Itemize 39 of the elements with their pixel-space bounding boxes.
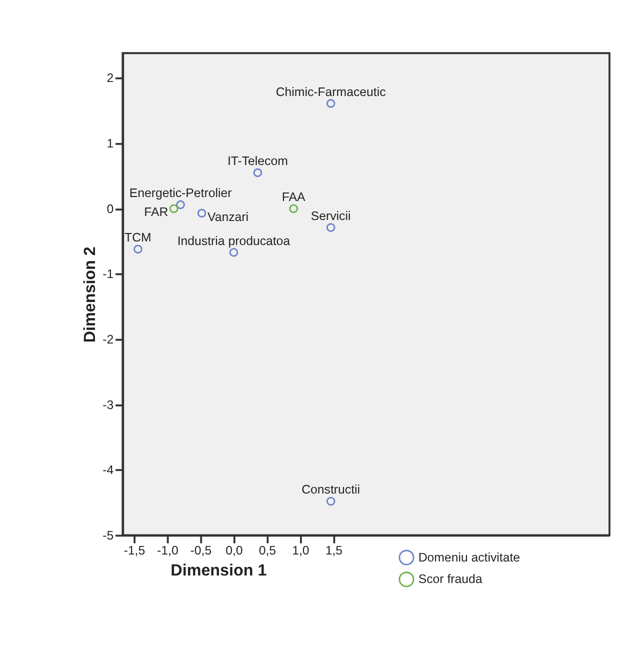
annotation: Servicii [310,208,351,223]
point [229,248,238,257]
annotation: Constructii [302,482,360,497]
y-tick-label: -5 [102,528,114,542]
annotation: Chimic-Farmaceutic [276,84,386,99]
y-tick-label: 2 [106,71,114,86]
legend-label: Domeniu activitate [418,550,520,564]
annotation: FAA [282,190,306,204]
y-axis-title: Dimension 2 [81,246,100,343]
x-tick-label: -1,0 [157,544,178,558]
y-tick-label: 0 [106,202,114,216]
y-tick-label: -3 [102,398,114,412]
legend-label: Scor frauda [418,572,482,586]
annotation: Industria producatoa [177,234,290,248]
y-tick-label: -2 [102,332,114,347]
point [169,204,178,213]
x-tick-label: -1,5 [124,544,146,558]
x-tick-label: 1,5 [325,544,343,558]
y-tick-label: -1 [102,267,114,282]
point [253,168,262,178]
annotation: TCM [124,230,152,244]
x-tick-label: 0,0 [226,544,243,558]
annotation: IT-Telecom [227,154,288,168]
point [326,223,336,232]
point [326,496,336,506]
x-tick-label: 0,5 [258,544,276,558]
point [326,99,336,108]
x-tick-label: -0,5 [190,544,212,558]
point [289,204,298,213]
x-tick-label: 1,0 [292,544,310,558]
x-axis-title: Dimension 1 [170,562,267,580]
y-tick-label: -4 [102,463,114,478]
y-tick-label: 1 [106,136,114,151]
point [134,244,142,254]
annotation: Vanzari [208,210,248,224]
annotation: FAR [144,205,168,220]
point [197,208,206,218]
point [176,200,185,210]
annotation: Energetic-Petrolier [129,186,232,200]
